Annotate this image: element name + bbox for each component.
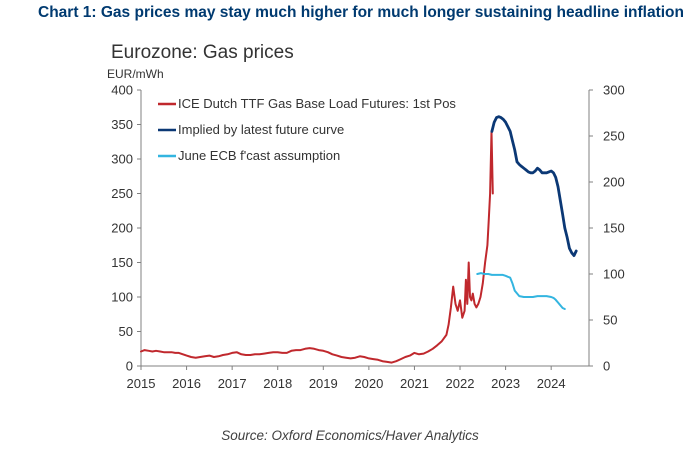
x-tick-label: 2022 [446,376,475,391]
right-tick-label: 100 [603,267,625,282]
chart-title: Eurozone: Gas prices [111,42,294,63]
right-tick-label: 50 [603,313,617,328]
legend-label-ecb-assumption: June ECB f'cast assumption [178,148,340,163]
right-tick-label: 200 [603,175,625,190]
x-tick-label: 2024 [537,376,566,391]
left-tick-label: 350 [111,117,133,132]
left-tick-label: 150 [111,255,133,270]
legend-item-ecb-assumption: June ECB f'cast assumption [158,148,340,163]
x-tick-label: 2019 [309,376,338,391]
x-tick-label: 2016 [172,376,201,391]
left-y-axis: 0 50 100 150 200 250 300 350 400 [111,83,142,374]
left-tick-label: 250 [111,186,133,201]
right-tick-label: 150 [603,221,625,236]
right-y-axis: 0 50 100 150 200 250 300 [588,83,625,374]
x-axis: 2015 2016 2017 2018 2019 2020 2021 2022 2023 2024 [127,365,589,391]
x-tick-label: 2023 [491,376,520,391]
series-layer [140,115,578,364]
left-axis-unit: EUR/mWh [107,67,164,81]
future-curve-line [490,115,578,258]
left-tick-label: 200 [111,221,133,236]
left-tick-label: 100 [111,290,133,305]
x-tick-label: 2018 [263,376,292,391]
legend-label-future-curve: Implied by latest future curve [178,122,344,137]
ttf-price-line [140,130,494,364]
right-tick-label: 250 [603,129,625,144]
legend-label-ttf: ICE Dutch TTF Gas Base Load Futures: 1st… [178,96,456,111]
legend-item-ttf: ICE Dutch TTF Gas Base Load Futures: 1st… [158,96,456,111]
left-tick-label: 300 [111,152,133,167]
legend-item-future-curve: Implied by latest future curve [158,122,344,137]
right-tick-label: 0 [603,359,610,374]
right-tick-label: 300 [603,83,625,98]
left-tick-label: 0 [126,359,133,374]
source-note: Source: Oxford Economics/Haver Analytics [221,428,479,443]
x-tick-label: 2021 [400,376,429,391]
left-tick-label: 400 [111,83,133,98]
x-tick-label: 2015 [127,376,156,391]
ecb-assumption-line [476,272,566,310]
x-tick-label: 2020 [354,376,383,391]
x-tick-label: 2017 [218,376,247,391]
left-tick-label: 50 [119,324,133,339]
chart-headline: Chart 1: Gas prices may stay much higher… [38,4,684,21]
legend: ICE Dutch TTF Gas Base Load Futures: 1st… [158,96,456,163]
